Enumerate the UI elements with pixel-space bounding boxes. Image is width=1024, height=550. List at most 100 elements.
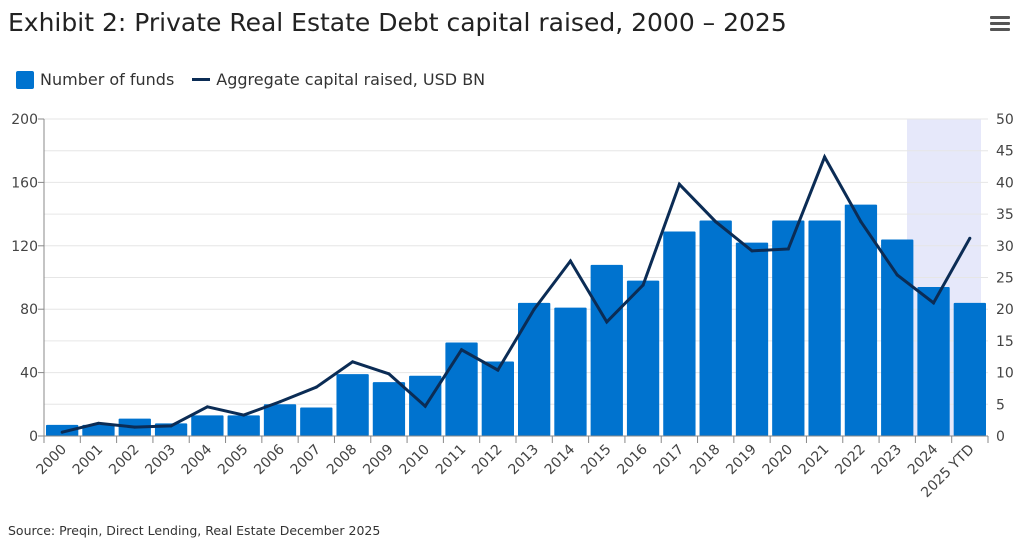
capital-point-2022 (859, 220, 863, 224)
capital-point-2013 (532, 307, 536, 311)
capital-point-2019 (750, 249, 754, 253)
x-tick-label: 2007 (288, 442, 325, 479)
bar-2004 (191, 415, 224, 436)
bar-2022 (844, 204, 878, 436)
bar-2025-YTD (953, 302, 986, 436)
capital-point-2000 (60, 430, 64, 434)
x-tick-label: 2020 (760, 442, 797, 479)
bar-2011 (445, 342, 478, 436)
bar-2023 (881, 239, 914, 436)
x-tick-label: 2021 (796, 442, 833, 479)
capital-point-2020 (786, 247, 790, 251)
legend-item-funds[interactable]: Number of funds (16, 70, 174, 89)
capital-point-2017 (677, 182, 681, 186)
y-right-tick-label: 10 (996, 366, 1014, 382)
capital-point-2016 (641, 283, 645, 287)
x-tick-label: 2005 (215, 442, 252, 479)
capital-point-2018 (714, 220, 718, 224)
capital-point-2024 (932, 301, 936, 305)
y-left-tick-label: 200 (11, 112, 38, 128)
capital-point-2011 (460, 348, 464, 352)
x-tick-label: 2006 (251, 441, 288, 478)
capital-point-2007 (314, 385, 318, 389)
capital-point-2001 (96, 421, 100, 425)
x-tick-label: 2018 (687, 442, 724, 479)
legend-swatch-bar (16, 70, 34, 89)
y-right-tick-label: 35 (996, 207, 1014, 223)
x-tick-label: 2013 (505, 442, 542, 479)
x-tick-label: 2016 (614, 441, 651, 478)
x-tick-label: 2019 (723, 442, 760, 479)
legend-item-capital[interactable]: Aggregate capital raised, USD BN (192, 70, 485, 89)
bar-2021 (808, 220, 841, 436)
capital-point-2025-YTD (968, 236, 972, 240)
hamburger-menu-icon[interactable] (990, 16, 1010, 32)
bar-2005 (227, 415, 260, 436)
bar-2015 (590, 264, 623, 436)
x-tick-label: 2003 (142, 442, 179, 479)
y-right-tick-label: 20 (996, 302, 1014, 318)
capital-point-2023 (895, 273, 899, 277)
capital-point-2014 (568, 259, 572, 263)
y-left-tick-label: 120 (11, 239, 38, 255)
bar-2014 (554, 307, 587, 436)
capital-point-2021 (823, 155, 827, 159)
x-tick-label: 2010 (397, 442, 434, 479)
x-tick-label: 2012 (469, 442, 506, 479)
bar-2000 (46, 424, 79, 436)
bar-2019 (735, 242, 769, 436)
capital-point-2005 (242, 413, 246, 417)
capital-point-2004 (205, 405, 209, 409)
capital-point-2012 (496, 368, 500, 372)
y-right-tick-label: 30 (996, 239, 1014, 255)
capital-point-2003 (169, 424, 173, 428)
x-tick-label: 2022 (832, 442, 869, 479)
x-tick-label: 2001 (70, 442, 107, 479)
bar-2007 (300, 407, 333, 436)
bar-2012 (481, 361, 514, 436)
bar-2017 (663, 231, 696, 436)
capital-point-2015 (605, 320, 609, 324)
chart-title: Exhibit 2: Private Real Estate Debt capi… (8, 8, 787, 37)
legend-label-capital: Aggregate capital raised, USD BN (216, 70, 486, 89)
bar-2008 (336, 374, 369, 436)
y-right-tick-label: 15 (996, 334, 1014, 350)
y-left-tick-label: 0 (29, 429, 38, 445)
y-left-tick-label: 40 (20, 366, 38, 382)
capital-point-2002 (133, 425, 137, 429)
y-right-tick-label: 40 (996, 175, 1014, 191)
x-tick-label: 2000 (33, 442, 70, 479)
bar-2016 (626, 280, 660, 436)
bar-2020 (772, 220, 805, 436)
source-note: Source: Preqin, Direct Lending, Real Est… (8, 523, 381, 538)
bar-2013 (518, 302, 551, 436)
bar-2018 (699, 220, 732, 436)
x-tick-label: 2014 (542, 441, 579, 478)
x-tick-label: 2009 (360, 442, 397, 479)
x-tick-label: 2008 (324, 442, 361, 479)
capital-point-2010 (423, 404, 427, 408)
bar-2001 (82, 424, 115, 436)
legend-label-funds: Number of funds (40, 70, 175, 89)
x-tick-label: 2015 (578, 442, 615, 479)
capital-line (61, 153, 972, 434)
y-right-tick-label: 45 (996, 144, 1014, 160)
x-tick-label: 2002 (106, 442, 143, 479)
bar-2006 (263, 404, 297, 436)
bar-2009 (372, 382, 406, 436)
capital-point-2006 (278, 400, 282, 404)
legend-swatch-line (192, 78, 211, 81)
capital-point-2009 (387, 372, 391, 376)
y-right-tick-label: 5 (996, 397, 1005, 413)
y-right-tick-label: 50 (996, 112, 1014, 128)
y-right-tick-label: 0 (996, 429, 1005, 445)
legend: Number of funds Aggregate capital raised… (16, 70, 485, 89)
x-tick-label: 2011 (433, 442, 470, 479)
capital-point-2008 (351, 360, 355, 364)
y-left-tick-label: 80 (20, 302, 38, 318)
bar-2024 (917, 287, 950, 436)
x-tick-label: 2004 (179, 441, 216, 478)
x-tick-label: 2017 (651, 442, 688, 479)
y-left-tick-label: 160 (11, 175, 38, 191)
